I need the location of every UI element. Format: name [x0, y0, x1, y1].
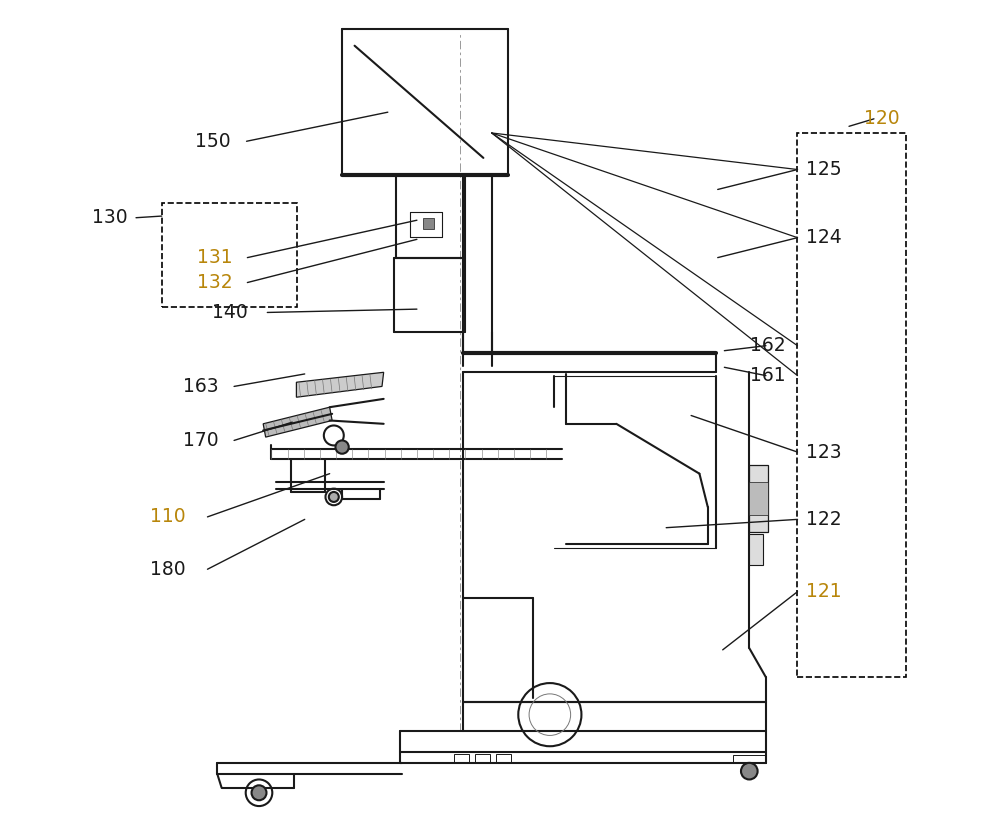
- Bar: [733, 755, 766, 763]
- Text: 124: 124: [806, 229, 842, 247]
- Text: 150: 150: [195, 132, 231, 150]
- Text: 121: 121: [806, 583, 842, 601]
- Text: 161: 161: [750, 366, 785, 385]
- Circle shape: [329, 492, 339, 502]
- Bar: [454, 754, 469, 762]
- Text: 162: 162: [750, 337, 785, 355]
- Bar: [423, 218, 434, 229]
- Text: 140: 140: [212, 303, 248, 322]
- Text: 180: 180: [150, 560, 185, 578]
- Text: 123: 123: [806, 443, 842, 461]
- Text: 125: 125: [806, 160, 842, 179]
- Text: 130: 130: [92, 209, 127, 227]
- Text: 131: 131: [197, 248, 233, 267]
- Text: 132: 132: [197, 273, 233, 292]
- Text: 170: 170: [183, 431, 219, 450]
- Text: 122: 122: [806, 510, 842, 529]
- Circle shape: [741, 763, 758, 779]
- Text: 120: 120: [864, 110, 900, 128]
- Bar: [496, 754, 511, 762]
- Polygon shape: [263, 407, 332, 437]
- Text: 110: 110: [150, 508, 185, 526]
- Polygon shape: [296, 372, 384, 397]
- Bar: [162, 203, 297, 307]
- Bar: [749, 482, 768, 515]
- Bar: [797, 133, 906, 677]
- Circle shape: [252, 785, 266, 800]
- Text: 163: 163: [183, 377, 219, 396]
- Bar: [475, 754, 490, 762]
- Circle shape: [335, 440, 349, 454]
- Bar: [749, 465, 768, 532]
- Bar: [749, 534, 763, 565]
